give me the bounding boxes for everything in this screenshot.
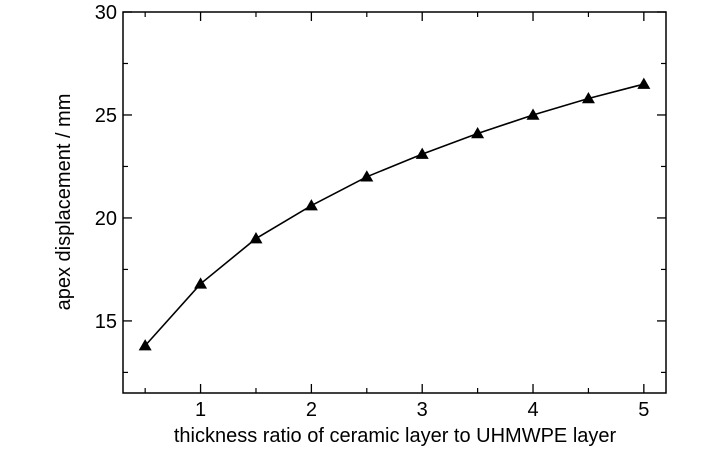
triangle-marker bbox=[194, 277, 208, 289]
triangle-marker bbox=[526, 108, 540, 120]
triangle-marker bbox=[415, 147, 429, 159]
triangle-marker bbox=[471, 127, 485, 139]
x-tick-label: 5 bbox=[638, 399, 649, 421]
x-tick-label: 3 bbox=[417, 399, 428, 421]
x-axis-label: thickness ratio of ceramic layer to UHMW… bbox=[174, 425, 617, 447]
x-tick-label: 2 bbox=[306, 399, 317, 421]
triangle-marker bbox=[138, 339, 152, 351]
y-tick-label: 20 bbox=[95, 208, 117, 230]
x-tick-label: 4 bbox=[527, 399, 538, 421]
x-tick-label: 1 bbox=[195, 399, 206, 421]
triangle-marker bbox=[360, 170, 374, 182]
y-tick-label: 30 bbox=[95, 2, 117, 24]
triangle-marker bbox=[581, 91, 595, 104]
triangle-marker bbox=[249, 232, 263, 244]
series-line bbox=[144, 83, 645, 347]
tick-labels: 1 2 3 4 5 15 20 25 30 bbox=[95, 2, 650, 421]
axis-ticks bbox=[123, 11, 666, 393]
series-markers bbox=[138, 77, 651, 351]
triangle-marker bbox=[304, 199, 318, 211]
y-tick-label: 25 bbox=[95, 105, 117, 127]
y-tick-label: 15 bbox=[95, 311, 117, 333]
y-axis-label: apex displacement / mm bbox=[53, 94, 75, 311]
plot-frame bbox=[122, 11, 667, 394]
triangle-marker bbox=[637, 77, 651, 89]
